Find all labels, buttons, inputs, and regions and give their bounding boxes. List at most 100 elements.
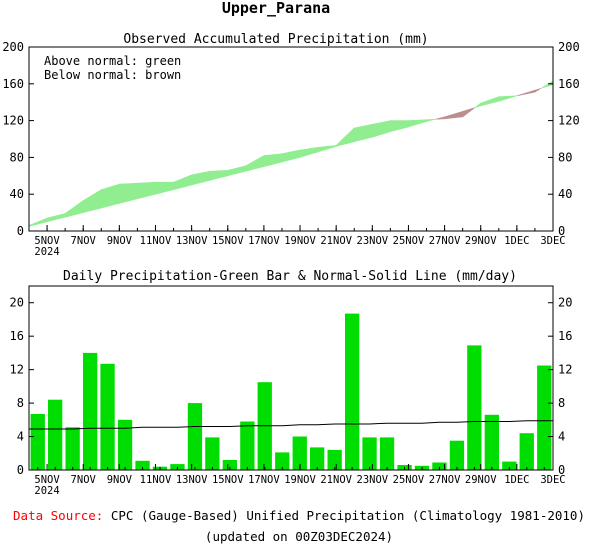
bottom-y-tick-label: 12 [10, 363, 24, 377]
daily-precip-bar [135, 460, 150, 470]
top-x-tick-label: 17NOV [248, 235, 280, 247]
accumulated-fill-segment [444, 110, 464, 120]
bottom-x-tick-label: 25NOV [393, 474, 425, 486]
accumulated-fill-segment [371, 120, 391, 138]
bottom-x-tick-label: 21NOV [320, 474, 352, 486]
accumulated-fill-segment [137, 181, 156, 200]
bottom-bar-layer [30, 313, 552, 470]
daily-precip-bar [484, 414, 499, 470]
accumulated-fill-segment [46, 213, 66, 223]
accumulated-fill-segment [435, 116, 445, 120]
accumulated-fill-segment [317, 145, 337, 153]
daily-precip-bar [187, 403, 203, 470]
top-x-tick-label: 21NOV [320, 235, 352, 247]
top-axes: 0 0 40 40 80 80 120 120 160 160 200 200 5NOV 7NOV 9NOV… [2, 40, 579, 258]
top-x-tick-label: 5NOV [34, 235, 60, 247]
accumulated-fill-segment [101, 183, 120, 209]
accumulated-fill-segment [263, 153, 283, 167]
bottom-y-tick-label: 8 [558, 396, 565, 410]
bottom-y-tick-label: 20 [10, 296, 24, 310]
accumulated-fill-segment [28, 217, 48, 227]
accumulated-fill-segment [516, 89, 536, 97]
accumulated-fill-segment [462, 107, 475, 118]
daily-precip-bar [205, 437, 220, 470]
bottom-x-tick-label: 1DEC [504, 474, 529, 486]
daily-precip-bar [100, 363, 115, 470]
bottom-x-tick-label: 19NOV [284, 474, 316, 486]
accumulated-fill-segment [155, 181, 174, 195]
accumulated-fill-segment [474, 102, 482, 108]
legend-below-text: Below normal: brown [44, 68, 181, 82]
top-x-tick-label: 25NOV [393, 235, 425, 247]
legend-above-text: Above normal: green [44, 54, 181, 68]
data-source-label: Data Source: [13, 508, 104, 523]
daily-precip-bar [362, 437, 377, 470]
top-y-tick-label: 40 [10, 187, 24, 201]
accumulated-fill-segment [82, 189, 102, 213]
top-y-tick-label: 120 [2, 114, 24, 128]
top-x-year-label: 2024 [34, 246, 59, 258]
chart-main-title: Upper_Parana [222, 0, 330, 17]
top-chart-title: Observed Accumulated Precipitation (mm) [123, 32, 428, 47]
updated-line: (updated on 00Z03DEC2024) [204, 529, 394, 544]
bottom-x-tick-label: 9NOV [107, 474, 133, 486]
bottom-x-tick-label: 17NOV [248, 474, 280, 486]
top-x-tick-label: 15NOV [212, 235, 244, 247]
accumulated-fill-segment [299, 146, 319, 158]
accumulated-fill-segment [64, 200, 84, 218]
daily-precip-bar [537, 365, 552, 470]
data-source-text: CPC (Gauge-Based) Unified Precipitation … [110, 508, 585, 523]
bottom-y-tick-label: 16 [558, 329, 572, 343]
daily-precip-bar [310, 447, 325, 470]
top-y-tick-label: 200 [2, 40, 24, 54]
top-x-tick-label: 27NOV [429, 235, 461, 247]
accumulated-fill-segment [426, 118, 436, 122]
top-y-tick-label: 80 [558, 150, 572, 164]
top-y-tick-label: 0 [17, 224, 24, 238]
accumulated-fill-segment [480, 96, 500, 107]
top-x-tick-label: 29NOV [465, 235, 497, 247]
bottom-y-tick-label: 16 [10, 329, 24, 343]
daily-precip-bar [379, 437, 395, 470]
top-y-tick-label: 80 [10, 150, 24, 164]
daily-precip-bar [240, 421, 255, 470]
accumulated-fill-segment [498, 95, 517, 102]
daily-precip-bar [345, 313, 360, 470]
bottom-x-tick-label: 15NOV [212, 474, 244, 486]
daily-precip-bar [502, 461, 517, 470]
top-fill-layer [28, 80, 554, 227]
top-x-tick-label: 23NOV [357, 235, 389, 247]
accumulated-fill-segment [540, 80, 554, 89]
top-x-tick-label: 9NOV [107, 235, 133, 247]
bottom-y-tick-label: 20 [558, 296, 572, 310]
accumulated-fill-segment [119, 182, 138, 204]
daily-precip-bar [292, 436, 307, 470]
accumulated-fill-segment [390, 120, 409, 132]
daily-precip-bar [519, 433, 534, 470]
bottom-x-tick-label: 13NOV [176, 474, 208, 486]
daily-precip-bar [467, 345, 482, 470]
bottom-x-tick-label: 11NOV [140, 474, 172, 486]
bottom-x-tick-label: 5NOV [34, 474, 60, 486]
bottom-y-tick-label: 0 [17, 463, 24, 477]
accumulated-fill-segment [191, 170, 210, 186]
accumulated-fill-segment [408, 119, 427, 128]
bottom-x-year-label: 2024 [34, 485, 59, 497]
accumulated-fill-segment [227, 165, 247, 177]
daily-precip-bar [432, 462, 447, 470]
accumulated-fill-segment [335, 127, 355, 147]
daily-precip-bar [117, 419, 133, 470]
accumulated-fill-segment [281, 149, 301, 163]
top-x-tick-label: 7NOV [71, 235, 97, 247]
daily-precip-bar [327, 449, 342, 470]
accumulated-fill-segment [245, 155, 265, 172]
accumulated-fill-segment [534, 88, 542, 93]
daily-precip-bar [275, 452, 290, 470]
top-y-tick-label: 40 [558, 187, 572, 201]
bottom-x-tick-label: 27NOV [429, 474, 461, 486]
bottom-y-tick-label: 4 [17, 430, 24, 444]
top-y-tick-label: 200 [558, 40, 580, 54]
daily-precip-bar [48, 399, 63, 470]
top-x-tick-label: 3DEC [540, 235, 565, 247]
